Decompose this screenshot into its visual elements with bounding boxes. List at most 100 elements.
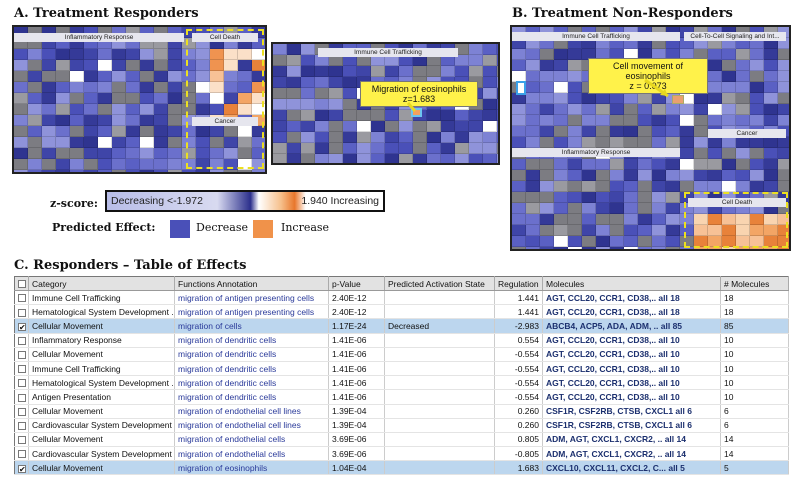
treemap-tile[interactable] [287, 143, 301, 154]
treemap-tile[interactable] [483, 110, 497, 121]
treemap-tile[interactable] [28, 104, 42, 115]
treemap-tile[interactable] [554, 38, 568, 49]
treemap-tile[interactable] [638, 38, 652, 49]
treemap-tile[interactable] [168, 115, 182, 126]
treemap-tile[interactable] [708, 214, 722, 225]
treemap-tile[interactable] [126, 60, 140, 71]
treemap-tile[interactable] [42, 49, 56, 60]
treemap-tile[interactable] [540, 93, 554, 104]
row-function-link[interactable]: migration of dendritic cells [174, 389, 329, 405]
treemap-tile[interactable] [196, 104, 210, 115]
row-checkbox[interactable] [14, 333, 29, 348]
treemap-tile[interactable] [315, 99, 329, 110]
treemap-tile[interactable] [497, 99, 498, 110]
treemap-tile[interactable] [764, 115, 778, 126]
treemap-tile[interactable] [168, 49, 182, 60]
treemap-tile[interactable] [182, 38, 196, 49]
row-checkbox[interactable] [14, 404, 29, 419]
treemap-tile[interactable] [301, 143, 315, 154]
treemap-tile[interactable] [526, 247, 540, 249]
treemap-tile[interactable] [736, 71, 750, 82]
treemap-tile[interactable] [736, 93, 750, 104]
treemap-tile[interactable] [652, 137, 666, 148]
row-checkbox[interactable] [14, 389, 29, 405]
treemap-tile[interactable] [455, 55, 469, 66]
treemap-tile[interactable] [596, 38, 610, 49]
treemap-tile[interactable] [708, 49, 722, 60]
treemap-tile[interactable] [301, 99, 315, 110]
treemap-tile[interactable] [722, 236, 736, 247]
treemap-tile[interactable] [238, 49, 252, 60]
row-checkbox[interactable] [14, 347, 29, 362]
treemap-tile[interactable] [427, 110, 441, 121]
treemap-tile[interactable] [469, 55, 483, 66]
treemap-tile[interactable] [582, 93, 596, 104]
treemap-tile[interactable] [273, 77, 287, 88]
row-checkbox[interactable]: ✔ [14, 460, 29, 476]
treemap-tile[interactable] [42, 93, 56, 104]
treemap-tile[interactable] [722, 148, 736, 159]
treemap-tile[interactable] [554, 170, 568, 181]
treemap-tile[interactable] [70, 82, 84, 93]
treemap-tile[interactable] [196, 82, 210, 93]
treemap-tile[interactable] [680, 93, 694, 104]
treemap-tile[interactable] [427, 66, 441, 77]
treemap-tile[interactable] [568, 60, 582, 71]
treemap-tile[interactable] [540, 104, 554, 115]
row-checkbox[interactable] [14, 304, 29, 320]
treemap-tile[interactable] [182, 159, 196, 170]
treemap-tile[interactable] [140, 60, 154, 71]
treemap-tile[interactable] [778, 104, 789, 115]
treemap-tile[interactable] [694, 225, 708, 236]
treemap-tile[interactable] [736, 104, 750, 115]
treemap-tile[interactable] [287, 55, 301, 66]
treemap-tile[interactable] [238, 170, 252, 172]
treemap-tile[interactable] [512, 159, 526, 170]
treemap-tile[interactable] [427, 143, 441, 154]
treemap-tile[interactable] [70, 126, 84, 137]
treemap-tile[interactable] [56, 71, 70, 82]
treemap-tile[interactable] [168, 148, 182, 159]
treemap-tile[interactable] [126, 115, 140, 126]
treemap-tile[interactable] [385, 143, 399, 154]
treemap-tile[interactable] [315, 154, 329, 163]
treemap-tile[interactable] [273, 55, 287, 66]
treemap-tile[interactable] [568, 159, 582, 170]
treemap-tile[interactable] [540, 181, 554, 192]
treemap-tile[interactable] [42, 60, 56, 71]
treemap-tile[interactable] [84, 170, 98, 172]
treemap-tile[interactable] [568, 71, 582, 82]
treemap-tile[interactable] [301, 121, 315, 132]
treemap-tile[interactable] [56, 170, 70, 172]
treemap-tile[interactable] [638, 214, 652, 225]
treemap-tile[interactable] [750, 71, 764, 82]
treemap-tile[interactable] [497, 132, 498, 143]
treemap-tile[interactable] [512, 93, 526, 104]
treemap-tile[interactable] [329, 55, 343, 66]
treemap-tile[interactable] [778, 214, 789, 225]
treemap-tile[interactable] [210, 126, 224, 137]
row-function-link[interactable]: migration of dendritic cells [174, 375, 329, 391]
treemap-tile[interactable] [624, 38, 638, 49]
treemap-tile[interactable] [512, 38, 526, 49]
treemap-tile[interactable] [596, 93, 610, 104]
table-row[interactable]: Cardiovascular System Development ... mig… [14, 418, 789, 433]
treemap-tile[interactable] [329, 132, 343, 143]
treemap-tile[interactable] [750, 60, 764, 71]
treemap-tile[interactable] [722, 214, 736, 225]
treemap-tile[interactable] [526, 181, 540, 192]
treemap-tile[interactable] [736, 159, 750, 170]
treemap-tile[interactable] [238, 137, 252, 148]
treemap-tile[interactable] [14, 104, 28, 115]
treemap-tile[interactable] [582, 115, 596, 126]
treemap-tile[interactable] [28, 159, 42, 170]
treemap-tile[interactable] [750, 247, 764, 249]
treemap-tile[interactable] [512, 203, 526, 214]
treemap-tile[interactable] [252, 71, 265, 82]
treemap-tile[interactable] [84, 60, 98, 71]
treemap-tile[interactable] [610, 181, 624, 192]
treemap-tile[interactable] [98, 60, 112, 71]
treemap-tile[interactable] [28, 148, 42, 159]
treemap-tile[interactable] [441, 154, 455, 163]
treemap-tile[interactable] [554, 71, 568, 82]
